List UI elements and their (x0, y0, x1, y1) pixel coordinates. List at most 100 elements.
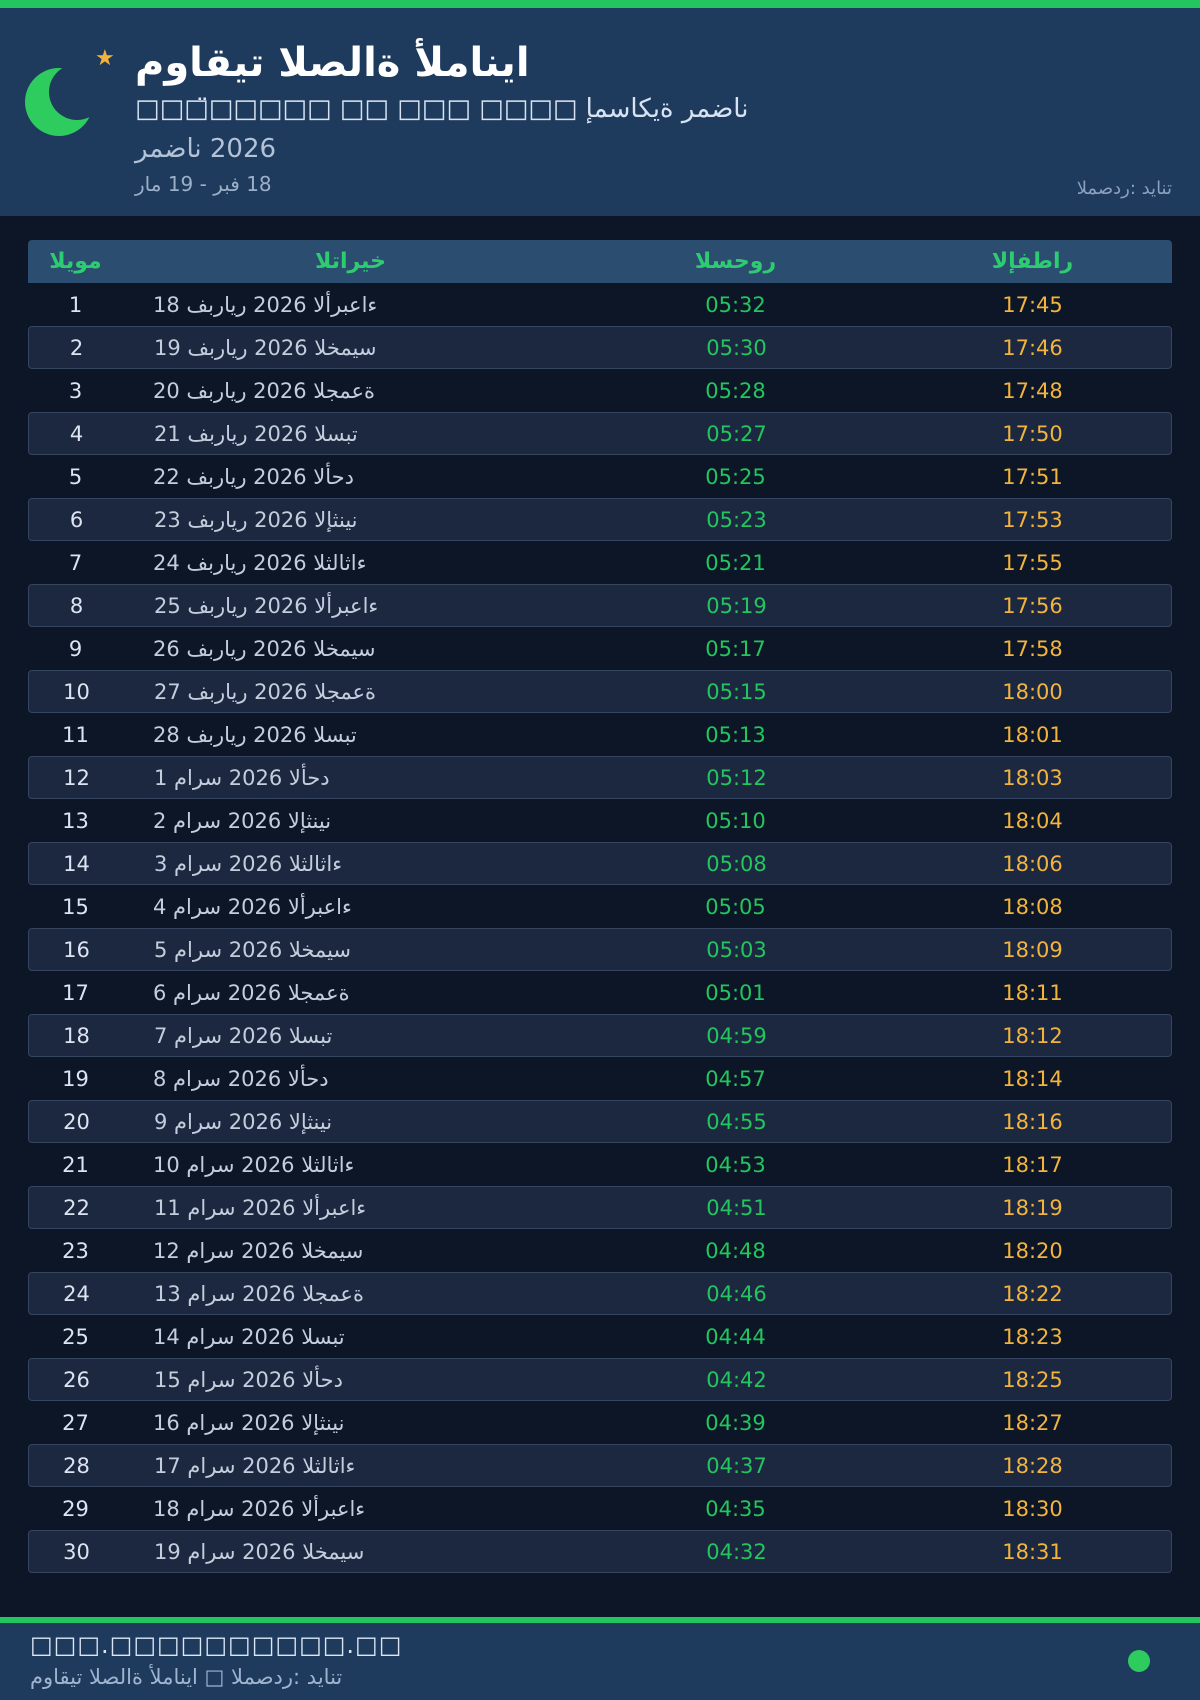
day-number: 5 (68, 464, 83, 489)
day-number: 8 (69, 593, 84, 618)
suhoor-time: 05:27 (706, 421, 767, 446)
suhoor-time: 04:42 (706, 1367, 767, 1392)
day-number: 26 (63, 1367, 90, 1392)
date-cell: 22 فبراير 2026 الأحد (153, 464, 355, 489)
date-cell: 9 مارس 2026 الإثنين (154, 1109, 333, 1134)
day-number: 16 (63, 937, 90, 962)
iftar-time: 18:25 (1002, 1367, 1063, 1392)
day-number: 17 (62, 980, 89, 1005)
table-row: 13 2 مارس 2026 الإثنين 05:10 18:04 (28, 799, 1172, 842)
day-number: 22 (63, 1195, 90, 1220)
column-header-suhoor: السحور (694, 249, 777, 274)
date-cell: 23 فبراير 2026 الإثنين (154, 507, 358, 532)
table-row: 3 20 فبراير 2026 الجمعة 05:28 17:48 (28, 369, 1172, 412)
table-row: 17 6 مارس 2026 الجمعة 05:01 18:11 (28, 971, 1172, 1014)
date-cell: 11 مارس 2026 الأربعاء (154, 1195, 367, 1220)
day-number: 3 (68, 378, 83, 403)
top-accent-bar (0, 0, 1200, 8)
iftar-time: 18:31 (1002, 1539, 1063, 1564)
table-row: 28 17 مارس 2026 الثلاثاء 04:37 18:28 (28, 1444, 1172, 1487)
suhoor-time: 04:55 (706, 1109, 767, 1134)
table-row: 29 18 مارس 2026 الأربعاء 04:35 18:30 (28, 1487, 1172, 1530)
day-number: 15 (62, 894, 89, 919)
table-row: 5 22 فبراير 2026 الأحد 05:25 17:51 (28, 455, 1172, 498)
suhoor-time: 05:05 (705, 894, 766, 919)
iftar-time: 18:01 (1002, 722, 1063, 747)
suhoor-time: 05:32 (705, 292, 766, 317)
date-cell: 1 مارس 2026 الأحد (154, 765, 330, 790)
iftar-time: 17:58 (1002, 636, 1063, 661)
iftar-time: 17:45 (1002, 292, 1063, 317)
table-body: 1 18 فبراير 2026 الأربعاء 05:32 17:45 2 … (28, 283, 1172, 1573)
iftar-time: 17:46 (1002, 335, 1063, 360)
iftar-time: 18:09 (1002, 937, 1063, 962)
column-header-iftar: الإفطار (991, 249, 1074, 274)
suhoor-time: 05:03 (706, 937, 767, 962)
day-number: 18 (63, 1023, 90, 1048)
date-cell: 15 مارس 2026 الأحد (154, 1367, 343, 1392)
iftar-time: 17:56 (1002, 593, 1063, 618)
suhoor-time: 05:30 (706, 335, 767, 360)
table-row: 18 7 مارس 2026 السبت 04:59 18:12 (28, 1014, 1172, 1057)
iftar-time: 17:51 (1002, 464, 1063, 489)
day-number: 29 (62, 1496, 89, 1521)
date-cell: 18 مارس 2026 الأربعاء (153, 1496, 366, 1521)
suhoor-time: 04:48 (705, 1238, 766, 1263)
status-dot-icon (1128, 1650, 1150, 1672)
column-header-date: التاريخ (314, 249, 387, 274)
iftar-time: 18:17 (1002, 1152, 1063, 1177)
footer-tagline: مواقيت الصلاة ألمانيا □ المصدر: ديانت (30, 1665, 343, 1689)
season-label: رمضان 2026 (135, 134, 277, 164)
iftar-time: 18:04 (1002, 808, 1063, 833)
date-cell: 19 فبراير 2026 الخميس (154, 335, 377, 360)
table-row: 30 19 مارس 2026 الخميس 04:32 18:31 (28, 1530, 1172, 1573)
date-cell: 8 مارس 2026 الأحد (153, 1066, 329, 1091)
suhoor-time: 05:12 (706, 765, 767, 790)
day-number: 4 (69, 421, 84, 446)
iftar-time: 18:14 (1002, 1066, 1063, 1091)
day-number: 6 (69, 507, 84, 532)
date-cell: 28 فبراير 2026 السبت (153, 722, 357, 747)
column-header-day: اليوم (49, 249, 102, 274)
crescent-moon-icon (24, 58, 105, 150)
day-number: 23 (62, 1238, 89, 1263)
day-number: 24 (63, 1281, 90, 1306)
date-cell: 12 مارس 2026 الخميس (153, 1238, 364, 1263)
day-number: 21 (62, 1152, 89, 1177)
date-cell: 20 فبراير 2026 الجمعة (153, 378, 376, 403)
table-row: 23 12 مارس 2026 الخميس 04:48 18:20 (28, 1229, 1172, 1272)
date-cell: 26 فبراير 2026 الخميس (153, 636, 376, 661)
suhoor-time: 05:13 (705, 722, 766, 747)
table-row: 25 14 مارس 2026 السبت 04:44 18:23 (28, 1315, 1172, 1358)
iftar-time: 18:19 (1002, 1195, 1063, 1220)
iftar-time: 18:28 (1002, 1453, 1063, 1478)
table-row: 27 16 مارس 2026 الإثنين 04:39 18:27 (28, 1401, 1172, 1444)
table-row: 2 19 فبراير 2026 الخميس 05:30 17:46 (28, 326, 1172, 369)
suhoor-time: 04:51 (706, 1195, 767, 1220)
iftar-time: 18:16 (1002, 1109, 1063, 1134)
iftar-time: 18:08 (1002, 894, 1063, 919)
footer-accent-bar (0, 1617, 1200, 1623)
date-range: 18 فبر - 19 مار (135, 172, 272, 196)
date-cell: 25 فبراير 2026 الأربعاء (154, 593, 379, 618)
iftar-time: 18:30 (1002, 1496, 1063, 1521)
iftar-time: 17:53 (1002, 507, 1063, 532)
suhoor-time: 05:21 (705, 550, 766, 575)
date-cell: 24 فبراير 2026 الثلاثاء (153, 550, 367, 575)
day-number: 30 (63, 1539, 90, 1564)
table-row: 21 10 مارس 2026 الثلاثاء 04:53 18:17 (28, 1143, 1172, 1186)
suhoor-time: 04:57 (705, 1066, 766, 1091)
suhoor-time: 04:37 (706, 1453, 767, 1478)
suhoor-time: 04:59 (706, 1023, 767, 1048)
table-row: 20 9 مارس 2026 الإثنين 04:55 18:16 (28, 1100, 1172, 1143)
iftar-time: 17:48 (1002, 378, 1063, 403)
table-row: 14 3 مارس 2026 الثلاثاء 05:08 18:06 (28, 842, 1172, 885)
timetable: اليوم التاريخ السحور الإفطار 1 18 فبراير… (28, 240, 1172, 1573)
suhoor-time: 05:28 (705, 378, 766, 403)
table-row: 9 26 فبراير 2026 الخميس 05:17 17:58 (28, 627, 1172, 670)
page-title: مواقيت الصلاة ألمانيا (135, 40, 530, 86)
suhoor-time: 05:08 (706, 851, 767, 876)
day-number: 2 (69, 335, 84, 360)
suhoor-time: 04:53 (705, 1152, 766, 1177)
suhoor-time: 05:10 (705, 808, 766, 833)
